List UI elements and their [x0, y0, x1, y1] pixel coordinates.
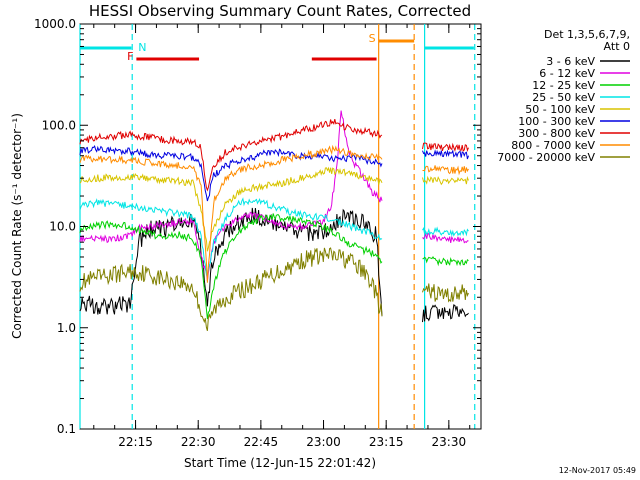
x-tick-label: 23:30 [432, 435, 467, 449]
series-line-12-25-kev [79, 213, 383, 320]
y-tick-label: 0.1 [57, 422, 76, 436]
generation-timestamp: 12-Nov-2017 05:49 [559, 466, 636, 475]
x-axis-ticks: 22:15 22:30 22:45 23:00 23:15 23:30 [93, 24, 471, 449]
flag-label-s: S [369, 32, 376, 45]
series-line-6-12-kev [79, 110, 383, 281]
x-tick-label: 23:15 [369, 435, 404, 449]
series-line-100-300-kev [79, 144, 383, 202]
series-line-300-800-kev [79, 118, 383, 192]
y-tick-label: 10.0 [49, 220, 76, 234]
legend-label-50-100-kev: 50 - 100 keV [525, 103, 595, 116]
series-line-3-6-kev [422, 304, 469, 323]
y-tick-label: 1.0 [57, 321, 76, 335]
legend-label-300-800-kev: 300 - 800 keV [518, 127, 595, 140]
series-line-7000-20000-kev [422, 283, 469, 303]
series-line-25-50-kev [422, 226, 469, 237]
series-line-12-25-kev [422, 255, 469, 267]
y-axis-label: Corrected Count Rate (s⁻¹ detector⁻¹) [10, 113, 24, 339]
legend-label-12-25-kev: 12 - 25 keV [532, 79, 595, 92]
flag-label-f: F [127, 50, 133, 63]
legend-header-line-2: Att 0 [604, 40, 630, 53]
x-tick-label: 22:45 [244, 435, 279, 449]
legend-label-3-6-kev: 3 - 6 keV [546, 55, 595, 68]
chart-title: HESSI Observing Summary Count Rates, Cor… [89, 2, 471, 20]
x-axis-label: Start Time (12-Jun-15 22:01:42) [184, 456, 376, 470]
flag-label-n: N [138, 41, 146, 54]
y-axis-ticks: 0.1 1.0 10.0 100.0 1000.0 [34, 17, 481, 436]
series-line-800-7000-kev [422, 165, 469, 176]
flag-bars-group: NF S [127, 32, 415, 63]
x-tick-label: 22:30 [181, 435, 216, 449]
series-line-300-800-kev [422, 142, 469, 153]
series-line-7000-20000-kev [79, 247, 383, 331]
series-line-50-100-kev [422, 175, 469, 186]
y-tick-label: 1000.0 [34, 17, 76, 31]
x-tick-label: 22:15 [118, 435, 153, 449]
series-line-800-7000-kev [79, 144, 383, 283]
series-line-6-12-kev [422, 232, 469, 244]
series-line-25-50-kev [79, 197, 383, 279]
x-tick-label: 23:00 [306, 435, 341, 449]
legend-label-100-300-kev: 100 - 300 keV [518, 115, 595, 128]
legend-label-25-50-kev: 25 - 50 keV [532, 91, 595, 104]
legend-label-6-12-kev: 6 - 12 keV [539, 67, 595, 80]
series-lines-group [79, 110, 469, 331]
legend-label-7000-20000-kev: 7000 - 20000 keV [497, 151, 595, 164]
legend-label-800-7000-kev: 800 - 7000 keV [511, 139, 595, 152]
series-line-50-100-kev [79, 166, 383, 252]
legend-header-line-1: Det 1,3,5,6,7,9, [544, 28, 630, 41]
series-line-100-300-kev [422, 149, 469, 160]
y-tick-label: 100.0 [42, 118, 76, 132]
